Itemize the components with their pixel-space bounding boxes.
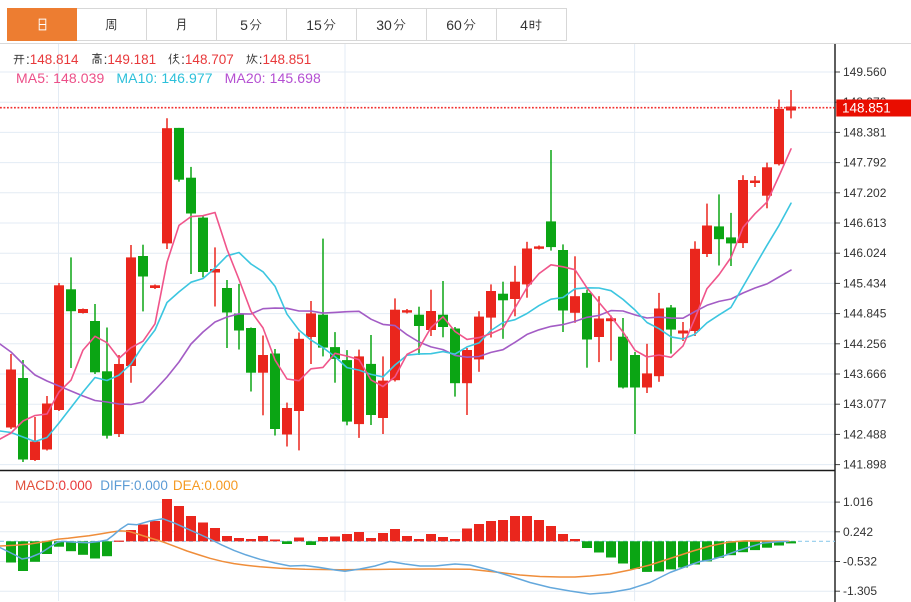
svg-text:148.851: 148.851 [842, 101, 891, 116]
svg-text:147.202: 147.202 [843, 186, 887, 200]
svg-text:149.560: 149.560 [843, 65, 887, 79]
svg-text:143.077: 143.077 [843, 397, 887, 411]
svg-text:146.613: 146.613 [843, 216, 887, 230]
svg-text:144.845: 144.845 [843, 307, 887, 321]
svg-text:0.242: 0.242 [843, 525, 873, 539]
svg-text:144.256: 144.256 [843, 337, 887, 351]
svg-text:147.792: 147.792 [843, 156, 887, 170]
svg-text:-0.532: -0.532 [843, 555, 877, 569]
svg-text:143.666: 143.666 [843, 367, 887, 381]
svg-text:141.898: 141.898 [843, 458, 887, 472]
svg-text:145.434: 145.434 [843, 276, 887, 290]
svg-text:146.024: 146.024 [843, 246, 887, 260]
svg-text:1.016: 1.016 [843, 495, 873, 509]
svg-text:-1.305: -1.305 [843, 584, 877, 598]
svg-text:142.488: 142.488 [843, 427, 887, 441]
svg-text:148.381: 148.381 [843, 125, 887, 139]
